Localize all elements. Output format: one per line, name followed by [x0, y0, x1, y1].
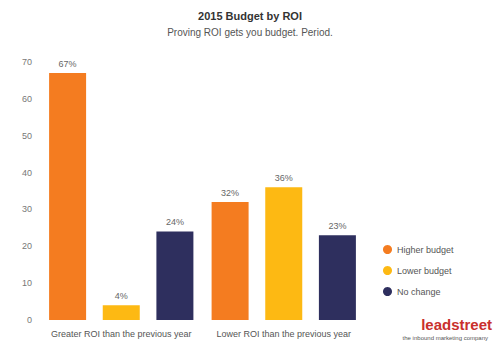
- svg-text:50: 50: [22, 131, 32, 141]
- svg-text:No change: No change: [397, 287, 441, 297]
- svg-text:70: 70: [22, 57, 32, 67]
- svg-text:10: 10: [22, 278, 32, 288]
- svg-text:Lower ROI than the previous ye: Lower ROI than the previous year: [216, 329, 351, 339]
- svg-text:the inbound marketing company: the inbound marketing company: [403, 335, 488, 341]
- svg-text:4%: 4%: [115, 291, 128, 301]
- svg-text:60: 60: [22, 94, 32, 104]
- svg-text:24%: 24%: [166, 217, 184, 227]
- svg-text:20: 20: [22, 241, 32, 251]
- svg-text:23%: 23%: [328, 221, 346, 231]
- svg-text:36%: 36%: [275, 173, 293, 183]
- svg-text:67%: 67%: [59, 59, 77, 69]
- svg-text:leadstreet: leadstreet: [421, 316, 492, 333]
- svg-text:0: 0: [27, 315, 32, 325]
- svg-text:Greater ROI than the previous: Greater ROI than the previous year: [51, 329, 192, 339]
- svg-text:32%: 32%: [221, 188, 239, 198]
- svg-text:Higher budget: Higher budget: [397, 245, 454, 255]
- svg-text:30: 30: [22, 204, 32, 214]
- svg-text:Lower budget: Lower budget: [397, 266, 452, 276]
- svg-text:Proving ROI gets you budget. P: Proving ROI gets you budget. Period.: [167, 27, 333, 38]
- svg-text:2015 Budget by ROI: 2015 Budget by ROI: [198, 10, 302, 22]
- svg-text:40: 40: [22, 168, 32, 178]
